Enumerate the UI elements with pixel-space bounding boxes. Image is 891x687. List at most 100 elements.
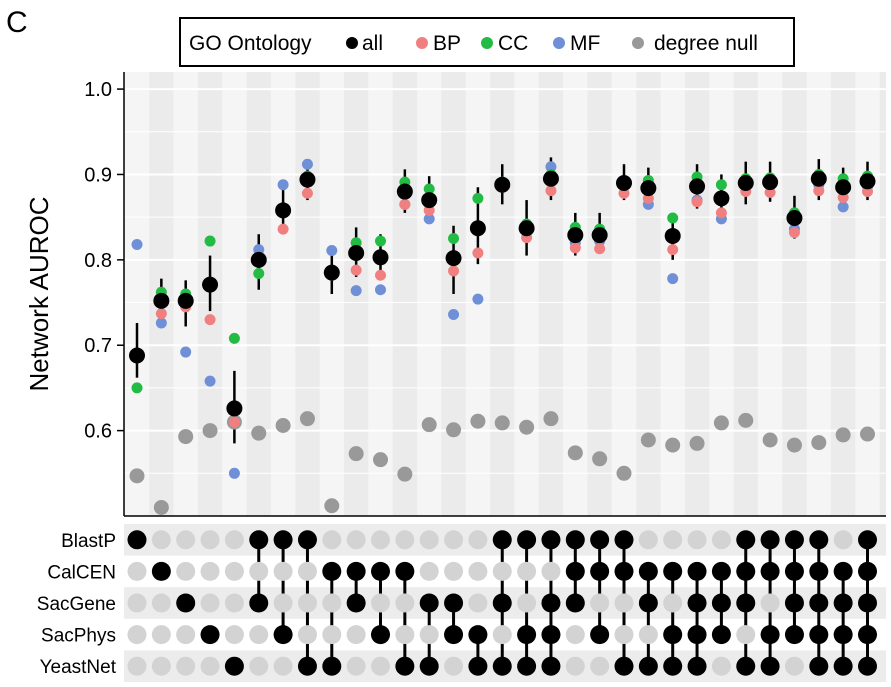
point-degree-null: [299, 411, 315, 427]
point-mf: [350, 285, 362, 297]
matrix-dot-active: [614, 530, 634, 550]
point-bp: [204, 314, 216, 326]
point-degree-null: [738, 412, 754, 428]
matrix-dot-active: [395, 561, 415, 581]
matrix-dot-active: [371, 625, 390, 645]
matrix-dot-inactive: [395, 530, 415, 550]
matrix-dot-inactive: [565, 625, 585, 645]
matrix-dot-inactive: [297, 625, 317, 645]
matrix-dot-active: [833, 656, 853, 676]
point-bp: [448, 265, 460, 277]
point-bp: [277, 223, 289, 235]
point-all: [786, 210, 803, 227]
point-all: [153, 292, 170, 309]
matrix-dot-inactive: [614, 593, 634, 613]
matrix-dot-inactive: [395, 593, 415, 613]
matrix-dot-inactive: [638, 625, 658, 645]
matrix-dot-active: [151, 561, 171, 581]
matrix-dot-active: [711, 625, 731, 645]
matrix-dot-inactive: [419, 561, 439, 581]
point-bp: [350, 264, 362, 276]
matrix-dot-inactive: [784, 656, 804, 676]
matrix-dot-inactive: [492, 625, 512, 645]
matrix-dot-inactive: [395, 625, 415, 645]
point-degree-null: [811, 435, 827, 451]
point-bp: [228, 416, 240, 428]
matrix-dot-active: [809, 561, 829, 581]
matrix-dot-active: [444, 625, 464, 645]
matrix-dot-inactive: [419, 530, 439, 550]
point-mf: [228, 467, 240, 479]
matrix-dot-active: [760, 530, 780, 550]
point-degree-null: [397, 466, 413, 482]
matrix-dot-active: [565, 530, 585, 550]
matrix-dots: [127, 530, 877, 676]
point-bp: [301, 187, 313, 199]
matrix-dot-inactive: [297, 561, 317, 581]
matrix-dot-inactive: [273, 561, 293, 581]
matrix-dot-active: [784, 625, 804, 645]
y-ticks: 1.0 0.9 0.8 0.7 0.6: [84, 79, 124, 443]
legend-marker-all: [346, 37, 358, 49]
point-all: [202, 276, 219, 293]
point-degree-null: [567, 445, 583, 461]
matrix-dot-inactive: [176, 656, 196, 676]
matrix-dot-active: [614, 561, 634, 581]
point-degree-null: [835, 427, 851, 443]
matrix-dot-inactive: [346, 656, 366, 676]
point-degree-null: [860, 426, 875, 442]
matrix-dot-inactive: [200, 561, 220, 581]
point-mf: [155, 317, 167, 329]
point-all: [616, 175, 632, 191]
matrix-dot-active: [736, 561, 756, 581]
point-bp: [569, 242, 581, 254]
point-all: [250, 251, 267, 268]
matrix-dot-inactive: [444, 561, 464, 581]
matrix-dot-inactive: [127, 625, 147, 645]
point-mf: [277, 179, 289, 191]
matrix-dot-inactive: [200, 530, 220, 550]
matrix-dot-inactive: [151, 656, 171, 676]
matrix-dot-active: [590, 625, 610, 645]
matrix-dot-active: [541, 593, 561, 613]
matrix-row-label: SacGene: [37, 594, 116, 615]
point-all: [177, 292, 194, 309]
point-all: [689, 178, 706, 195]
matrix-dot-active: [590, 561, 610, 581]
point-mf: [326, 244, 338, 256]
point-degree-null: [640, 432, 656, 448]
point-degree-null: [251, 425, 267, 441]
point-all: [129, 347, 145, 364]
matrix-row-label: CalCEN: [47, 562, 116, 583]
legend-marker-mf: [553, 37, 565, 49]
matrix-dot-active: [858, 625, 877, 645]
matrix-dot-active: [638, 593, 658, 613]
column-stripe: [270, 72, 296, 516]
matrix-dot-active: [663, 656, 683, 676]
matrix-dot-inactive: [151, 593, 171, 613]
point-degree-null: [324, 498, 340, 514]
matrix-dot-inactive: [224, 530, 244, 550]
legend-label-bp: BP: [433, 32, 461, 55]
point-bp: [375, 269, 386, 281]
matrix-dot-inactive: [590, 593, 610, 613]
matrix-dot-inactive: [590, 656, 610, 676]
legend-label-cc: CC: [498, 32, 528, 55]
point-mf: [472, 293, 484, 305]
y-tick-label: 0.9: [84, 164, 112, 186]
point-all: [372, 249, 389, 266]
point-cc: [375, 235, 386, 247]
point-degree-null: [543, 411, 559, 427]
matrix-dot-active: [687, 625, 707, 645]
point-mf: [204, 375, 216, 387]
matrix-dot-inactive: [371, 593, 390, 613]
point-all: [737, 175, 754, 191]
point-bp: [594, 243, 606, 255]
point-bp: [667, 244, 679, 256]
matrix-dot-active: [322, 656, 342, 676]
point-all: [859, 173, 876, 190]
matrix-dot-inactive: [444, 656, 464, 676]
matrix-dot-inactive: [249, 625, 269, 645]
point-bp: [399, 198, 411, 210]
point-cc: [204, 235, 216, 247]
